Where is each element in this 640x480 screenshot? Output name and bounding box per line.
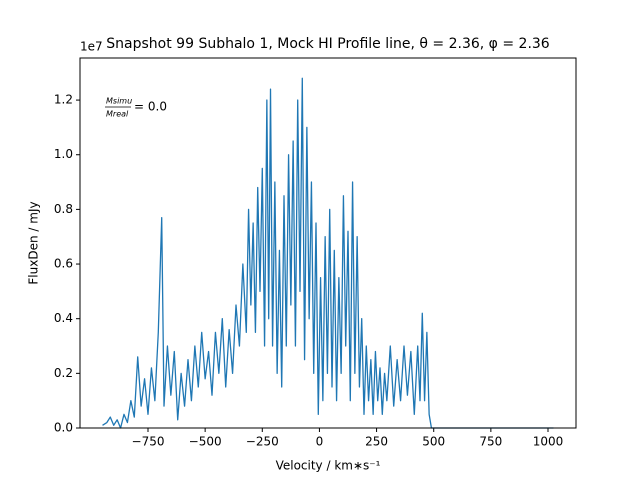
data-line xyxy=(102,77,554,429)
y-tick-label: 0.0 xyxy=(54,421,73,435)
x-tick-label: 500 xyxy=(422,435,445,449)
x-tick-label: 250 xyxy=(365,435,388,449)
y-offset-text: 1e7 xyxy=(80,40,103,54)
x-axis-label: Velocity / km∗s⁻¹ xyxy=(276,459,381,473)
y-axis-label: FluxDen / mJy xyxy=(27,201,41,284)
annotation-text: = 0.0 xyxy=(134,100,167,114)
x-tick-label: 1000 xyxy=(533,435,564,449)
x-tick-label: −750 xyxy=(132,435,165,449)
y-tick-label: 1.0 xyxy=(54,147,73,161)
y-tick-label: 0.8 xyxy=(54,202,73,216)
plot-frame xyxy=(79,57,577,429)
y-tick-label: 0.2 xyxy=(54,366,73,380)
x-tick-label: −250 xyxy=(246,435,279,449)
annotation-denominator: Mreal xyxy=(106,110,129,119)
chart-title: Snapshot 99 Subhalo 1, Mock HI Profile l… xyxy=(106,36,550,52)
y-tick-label: 1.2 xyxy=(54,93,73,107)
annotation-numerator: Msimu xyxy=(106,97,132,106)
x-tick-label: 750 xyxy=(479,435,502,449)
y-tick-label: 0.6 xyxy=(54,257,73,271)
y-tick-label: 0.4 xyxy=(54,311,73,325)
x-tick-label: −500 xyxy=(189,435,222,449)
x-tick-label: 0 xyxy=(316,435,324,449)
